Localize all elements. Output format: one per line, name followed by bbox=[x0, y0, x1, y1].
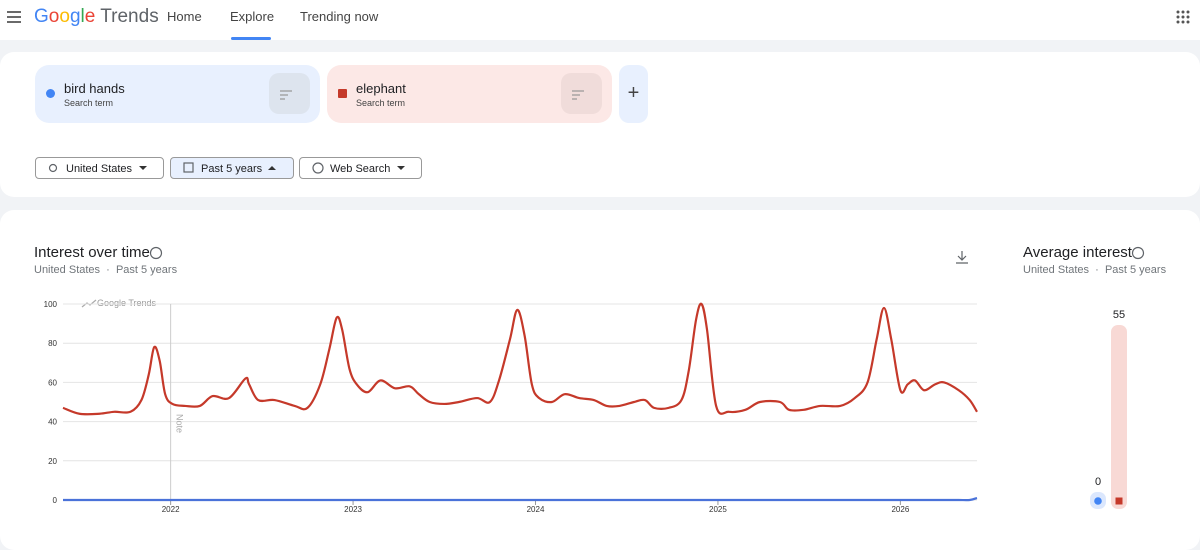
chart-title: Average interest bbox=[1023, 244, 1132, 261]
term-name: bird hands bbox=[64, 81, 125, 96]
logo-letter: l bbox=[80, 6, 85, 27]
filter-dropdown[interactable]: Past 5 years bbox=[170, 157, 294, 179]
chart-subtitle: United States · Past 5 years bbox=[1023, 264, 1167, 276]
nav-tab[interactable]: Explore bbox=[230, 9, 275, 24]
x-tick-label: 2025 bbox=[709, 505, 727, 514]
info-icon[interactable] bbox=[149, 246, 163, 260]
note-label: Note bbox=[175, 414, 185, 433]
subtitle-period: Past 5 years bbox=[115, 264, 178, 276]
x-tick-label: 2024 bbox=[527, 505, 545, 514]
series-line bbox=[62, 302, 978, 416]
chart-title: Interest over time bbox=[34, 244, 150, 261]
y-tick-label: 100 bbox=[44, 300, 58, 309]
search-icon bbox=[280, 90, 584, 100]
x-tick-label: 2022 bbox=[162, 505, 180, 514]
legend-swatch bbox=[1094, 497, 1102, 505]
dropdown-arrow bbox=[268, 166, 276, 170]
y-tick-label: 20 bbox=[48, 457, 57, 466]
calendar-icon bbox=[183, 162, 194, 173]
results-panel bbox=[0, 210, 1200, 550]
logo-google: Google bbox=[34, 6, 95, 27]
term-icon bbox=[269, 73, 310, 114]
value-label: 0 bbox=[1095, 476, 1101, 488]
logo-letter: e bbox=[84, 6, 96, 27]
logo-letter: o bbox=[59, 6, 70, 27]
logo-letter: o bbox=[48, 6, 60, 27]
y-tick-label: 60 bbox=[48, 378, 57, 387]
filter-dropdown[interactable]: Web Search bbox=[299, 157, 422, 179]
y-tick-label: 80 bbox=[48, 339, 57, 348]
bar bbox=[1111, 325, 1127, 509]
nav-tab[interactable]: Home bbox=[167, 9, 202, 24]
filter-dropdown[interactable]: United States bbox=[35, 157, 164, 179]
term-icon bbox=[561, 73, 602, 114]
legend-swatch bbox=[1115, 497, 1123, 505]
download-icon[interactable] bbox=[956, 251, 968, 264]
menu-icon[interactable] bbox=[6, 9, 22, 25]
y-tick-label: 0 bbox=[53, 496, 58, 505]
nav-tab[interactable]: Trending now bbox=[300, 9, 379, 24]
logo-letter: g bbox=[69, 6, 81, 27]
term-dot bbox=[338, 89, 347, 98]
term-card[interactable]: bird hands Search term bbox=[35, 65, 320, 123]
value-label: 55 bbox=[1113, 309, 1125, 321]
location-icon bbox=[48, 163, 58, 173]
watermark: Google Trends bbox=[97, 298, 157, 308]
term-name: elephant bbox=[356, 81, 406, 96]
y-tick-label: 40 bbox=[48, 418, 57, 427]
chart-subtitle: United States · Past 5 years bbox=[34, 264, 178, 276]
x-tick-label: 2026 bbox=[891, 505, 909, 514]
subtitle-period: Past 5 years bbox=[1104, 264, 1167, 276]
term-dot bbox=[46, 89, 55, 98]
series-line bbox=[62, 496, 978, 502]
term-card[interactable]: elephant Search term bbox=[327, 65, 612, 123]
top-bar bbox=[0, 0, 1200, 40]
active-indicator bbox=[231, 37, 271, 40]
term-kind: Search term bbox=[356, 98, 406, 108]
subtitle-location: United States bbox=[1023, 264, 1090, 276]
x-tick-label: 2023 bbox=[344, 505, 362, 514]
add-term-button[interactable]: + bbox=[619, 65, 648, 123]
logo[interactable]: Google Trends bbox=[34, 6, 159, 28]
charts: Google Trends 0 20 40 60 80 100 2022 2023 2024 20… bbox=[44, 90, 1145, 514]
logo-letter: G bbox=[34, 6, 49, 27]
logo-trends: Trends bbox=[100, 6, 159, 27]
apps-icon[interactable] bbox=[1176, 10, 1190, 24]
term-kind: Search term bbox=[64, 98, 114, 108]
info-icon[interactable] bbox=[1131, 246, 1145, 260]
globe-icon bbox=[312, 162, 324, 174]
subtitle-location: United States bbox=[34, 264, 101, 276]
